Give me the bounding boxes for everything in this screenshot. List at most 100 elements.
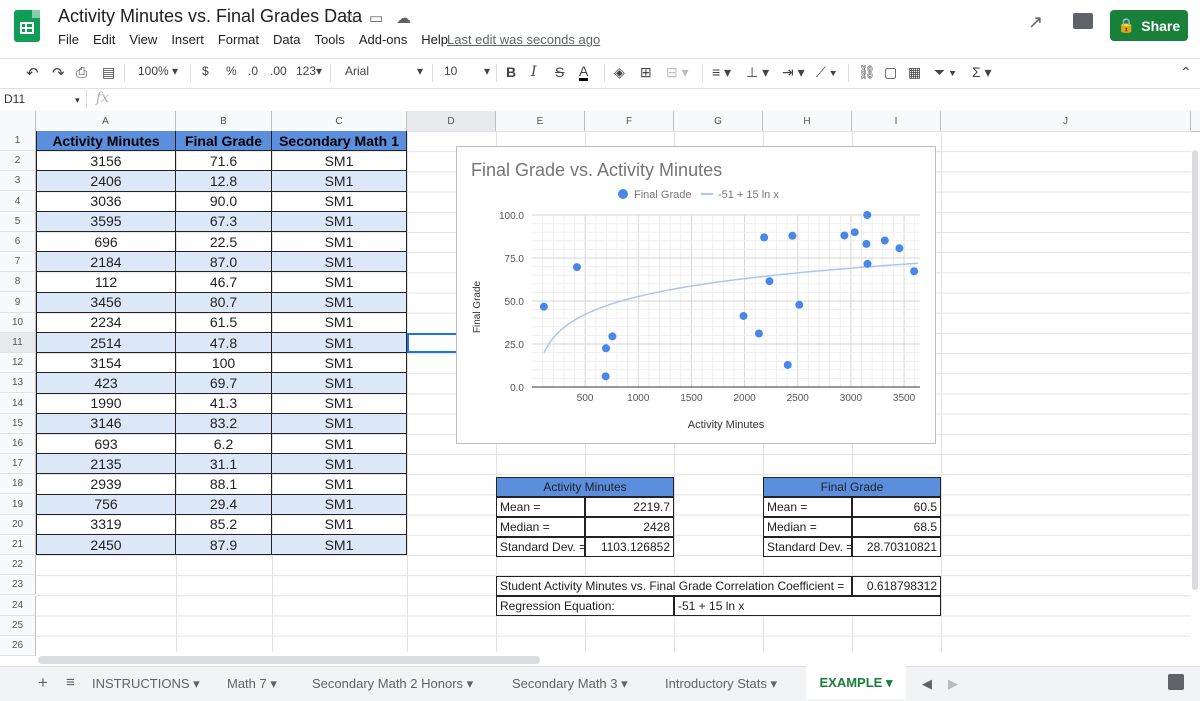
- grade-stdev-label[interactable]: Standard Dev. =: [763, 537, 852, 558]
- data-point[interactable]: [539, 302, 548, 311]
- table-cell-activity-minutes[interactable]: 3595: [36, 211, 176, 232]
- explore-icon[interactable]: [1168, 674, 1184, 690]
- menu-addons[interactable]: Add-ons: [358, 32, 408, 47]
- table-cell-activity-minutes[interactable]: 112: [36, 272, 176, 293]
- table-cell-course[interactable]: SM1: [272, 191, 407, 212]
- grade-median-value[interactable]: 68.5: [852, 517, 941, 538]
- regression-label[interactable]: Regression Equation:: [496, 596, 674, 616]
- horizontal-align-icon[interactable]: ≡ ▾: [712, 64, 732, 80]
- increase-decimal-button[interactable]: .00: [270, 64, 287, 78]
- table-cell-final-grade[interactable]: 12.8: [176, 171, 272, 192]
- data-point[interactable]: [783, 360, 792, 369]
- text-rotation-icon[interactable]: ⟋ ▾: [816, 64, 837, 80]
- table-cell-course[interactable]: SM1: [272, 272, 407, 293]
- tab-introductory-stats[interactable]: Introductory Stats ▾: [665, 676, 778, 691]
- insert-link-icon[interactable]: ⛓: [858, 64, 876, 80]
- table-cell-final-grade[interactable]: 41.3: [176, 393, 272, 414]
- row-header[interactable]: 8: [0, 272, 36, 293]
- data-point[interactable]: [850, 228, 859, 237]
- data-point[interactable]: [863, 211, 872, 219]
- table-cell-activity-minutes[interactable]: 2450: [36, 535, 176, 556]
- row-header[interactable]: 6: [0, 232, 36, 252]
- table-cell-final-grade[interactable]: 80.7: [176, 292, 272, 313]
- paint-format-icon[interactable]: ▤: [102, 64, 116, 80]
- sheets-logo-icon[interactable]: [14, 10, 40, 42]
- name-box[interactable]: D11 ▾: [4, 92, 80, 106]
- table-cell-final-grade[interactable]: 87.0: [176, 252, 272, 273]
- table-cell-final-grade[interactable]: 85.2: [176, 514, 272, 535]
- text-color-button[interactable]: A: [579, 63, 589, 81]
- row-header[interactable]: 1: [0, 131, 36, 151]
- activity-mean-label[interactable]: Mean =: [496, 497, 585, 517]
- row-header[interactable]: 2: [0, 151, 36, 172]
- scroll-tabs-left-icon[interactable]: ◀: [922, 676, 932, 691]
- scroll-tabs-right-icon[interactable]: ▶: [948, 676, 958, 691]
- grade-stdev-value[interactable]: 28.70310821: [852, 537, 941, 558]
- table-cell-activity-minutes[interactable]: 2514: [36, 333, 176, 354]
- bold-button[interactable]: B: [506, 64, 517, 80]
- table-cell-course[interactable]: SM1: [272, 232, 407, 253]
- row-header[interactable]: 4: [0, 191, 36, 212]
- menu-insert[interactable]: Insert: [171, 32, 204, 47]
- table-cell-course[interactable]: SM1: [272, 312, 407, 333]
- table-cell-final-grade[interactable]: 87.9: [176, 535, 272, 556]
- grade-median-label[interactable]: Median =: [763, 517, 852, 538]
- data-point[interactable]: [840, 231, 849, 240]
- column-header-e[interactable]: E: [496, 111, 585, 131]
- print-icon[interactable]: ⎙: [76, 64, 88, 80]
- column-header-h[interactable]: H: [763, 111, 852, 131]
- menu-edit[interactable]: Edit: [92, 32, 116, 47]
- data-point[interactable]: [862, 239, 871, 248]
- row-header[interactable]: 9: [0, 292, 36, 313]
- regression-value[interactable]: -51 + 15 ln x: [674, 596, 941, 616]
- table-cell-course[interactable]: SM1: [272, 535, 407, 556]
- grade-mean-label[interactable]: Mean =: [763, 497, 852, 517]
- activity-median-value[interactable]: 2428: [585, 517, 674, 538]
- table-cell-final-grade[interactable]: 61.5: [176, 312, 272, 333]
- row-header[interactable]: 26: [0, 636, 36, 656]
- row-header[interactable]: 13: [0, 373, 36, 394]
- strikethrough-button[interactable]: S: [555, 64, 565, 80]
- table-cell-final-grade[interactable]: 67.3: [176, 211, 272, 232]
- redo-icon[interactable]: ↷: [52, 65, 65, 82]
- currency-button[interactable]: $: [202, 64, 209, 78]
- header-cell-course[interactable]: Secondary Math 1: [272, 131, 407, 152]
- row-header[interactable]: 3: [0, 171, 36, 192]
- table-cell-final-grade[interactable]: 29.4: [176, 494, 272, 515]
- column-header-b[interactable]: B: [176, 111, 272, 131]
- table-cell-activity-minutes[interactable]: 2234: [36, 312, 176, 333]
- scatter-chart[interactable]: Final Grade vs. Activity Minutes Final G…: [456, 146, 936, 444]
- data-point[interactable]: [863, 259, 872, 268]
- table-cell-course[interactable]: SM1: [272, 171, 407, 192]
- table-cell-activity-minutes[interactable]: 423: [36, 373, 176, 394]
- activity-dashboard-icon[interactable]: ↗: [1028, 12, 1044, 32]
- column-header-i[interactable]: I: [852, 111, 941, 131]
- filter-icon[interactable]: ⏷ ▾: [934, 64, 956, 80]
- horizontal-scrollbar[interactable]: [38, 656, 540, 664]
- activity-stdev-label[interactable]: Standard Dev. =: [496, 537, 585, 558]
- table-cell-course[interactable]: SM1: [272, 454, 407, 475]
- row-header[interactable]: 10: [0, 312, 36, 333]
- table-cell-final-grade[interactable]: 22.5: [176, 232, 272, 253]
- formula-input[interactable]: [120, 90, 1190, 108]
- data-point[interactable]: [765, 277, 774, 286]
- data-point[interactable]: [795, 300, 804, 309]
- table-cell-activity-minutes[interactable]: 3319: [36, 514, 176, 535]
- row-header[interactable]: 21: [0, 535, 36, 555]
- zoom-select[interactable]: 100% ▾: [138, 64, 179, 78]
- table-cell-final-grade[interactable]: 88.1: [176, 474, 272, 495]
- comment-history-icon[interactable]: [1073, 13, 1093, 29]
- table-cell-activity-minutes[interactable]: 696: [36, 232, 176, 253]
- row-header[interactable]: 19: [0, 494, 36, 515]
- fill-color-icon[interactable]: ◈: [614, 64, 625, 80]
- row-header[interactable]: 17: [0, 454, 36, 475]
- table-cell-final-grade[interactable]: 69.7: [176, 373, 272, 394]
- insert-comment-icon[interactable]: ▢: [884, 64, 898, 80]
- table-cell-course[interactable]: SM1: [272, 514, 407, 535]
- activity-median-label[interactable]: Median =: [496, 517, 585, 538]
- borders-icon[interactable]: ⊞: [640, 64, 652, 80]
- table-cell-final-grade[interactable]: 90.0: [176, 191, 272, 212]
- font-select[interactable]: Arial ▾: [345, 64, 423, 78]
- column-header-g[interactable]: G: [674, 111, 763, 131]
- select-all-corner[interactable]: [0, 111, 36, 131]
